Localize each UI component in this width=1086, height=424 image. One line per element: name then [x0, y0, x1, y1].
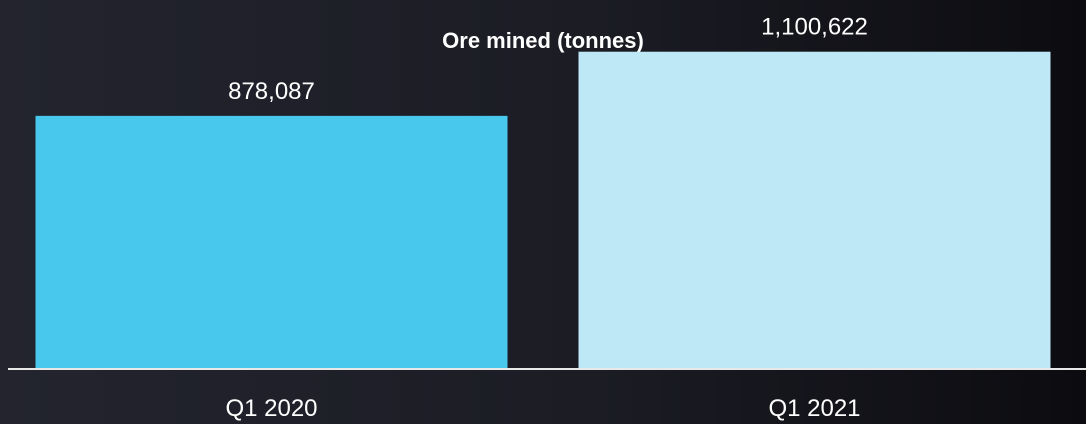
bar-q1-2020 — [35, 115, 508, 369]
x-tick-label: Q1 2020 — [225, 395, 317, 422]
data-label: 878,087 — [228, 78, 315, 105]
labels-group: 878,087 Q1 2020 1,100,622 Q1 2021 — [225, 14, 867, 422]
chart-title: Ore mined (tonnes) — [442, 28, 644, 53]
bars-group — [35, 51, 1051, 370]
x-tick-label: Q1 2021 — [768, 395, 860, 422]
bar-q1-2021 — [578, 51, 1051, 370]
data-label: 1,100,622 — [761, 14, 868, 41]
